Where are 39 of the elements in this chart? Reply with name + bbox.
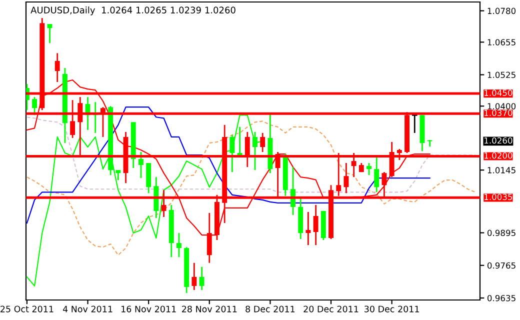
candlestick: [192, 262, 197, 291]
candlestick: [427, 139, 432, 148]
candlestick: [116, 169, 121, 181]
y-tick-label: 0.9635: [487, 294, 516, 302]
x-tick-label: 30 Dec 2011: [364, 306, 419, 312]
ref-line-label: 1.0200: [484, 152, 512, 159]
line-series: [26, 120, 476, 256]
line-series: [26, 106, 430, 224]
y-tick-label: 1.0655: [488, 39, 516, 46]
y-tick-label: 1.0145: [488, 167, 516, 174]
ref-line-label: 1.0450: [484, 90, 512, 96]
x-tick-label: 20 Dec 2011: [304, 306, 358, 312]
candlestick: [252, 131, 258, 171]
y-tick-label: 1.0780: [488, 8, 516, 14]
candlestick: [366, 162, 372, 176]
candlestick: [313, 204, 318, 246]
candlestick: [54, 52, 60, 83]
y-tick-label: 0.9895: [487, 230, 516, 236]
chart-title: AUDUSD,Daily 1.0264 1.0265 1.0239 1.0260: [30, 6, 236, 16]
candlestick: [374, 156, 380, 193]
x-tick-label: 28 Nov 2011: [182, 306, 237, 312]
y-tick-label: 1.0525: [488, 72, 516, 78]
candlestick: [344, 162, 349, 194]
x-tick-label: 8 Dec 2011: [246, 306, 295, 312]
candlestick: [138, 151, 144, 179]
ref-line-label: 1.0370: [484, 110, 512, 116]
x-tick-label: 4 Nov 2011: [62, 306, 112, 312]
candlestick: [260, 132, 266, 153]
y-tick-label: 1.0400: [488, 103, 516, 110]
ref-line-label: 1.0035: [484, 194, 512, 200]
candlestick: [306, 211, 311, 246]
candlestick: [199, 266, 204, 291]
text: 1.0260: [484, 137, 512, 144]
x-tick-label: 16 Nov 2011: [122, 306, 176, 312]
candlestick: [47, 23, 52, 44]
candlestick: [230, 134, 235, 173]
candlestick: [176, 232, 182, 258]
x-tick-label: 25 Oct 2011: [0, 306, 54, 312]
y-tick-label: 0.9765: [487, 262, 516, 269]
